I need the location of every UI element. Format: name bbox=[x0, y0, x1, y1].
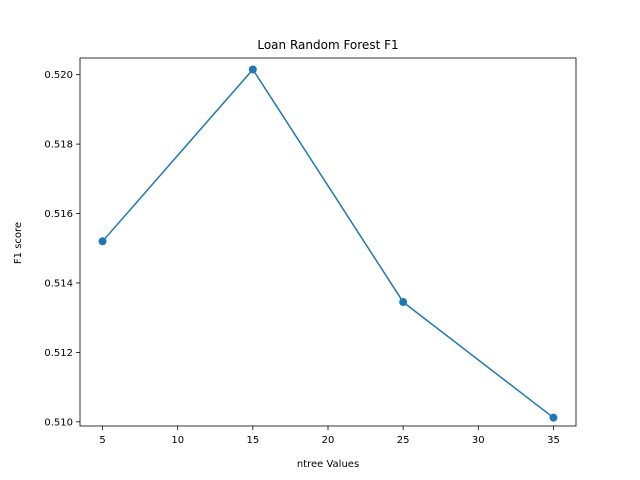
x-tick-label: 20 bbox=[322, 435, 335, 446]
axes-frame bbox=[79, 57, 577, 427]
x-tick-label: 25 bbox=[397, 435, 410, 446]
x-tick-label: 35 bbox=[547, 435, 560, 446]
x-tick-label: 10 bbox=[171, 435, 184, 446]
chart-title: Loan Random Forest F1 bbox=[257, 38, 398, 52]
data-point bbox=[98, 237, 107, 246]
y-tick-label: 0.512 bbox=[44, 348, 73, 359]
x-tick-label: 30 bbox=[472, 435, 485, 446]
data-point bbox=[248, 65, 257, 74]
y-tick-label: 0.516 bbox=[44, 209, 73, 220]
data-point bbox=[549, 413, 558, 422]
y-tick-label: 0.520 bbox=[44, 70, 73, 81]
y-tick-label: 0.510 bbox=[44, 417, 73, 428]
y-tick-label: 0.514 bbox=[44, 278, 73, 289]
x-axis-label: ntree Values bbox=[297, 459, 359, 470]
data-point bbox=[399, 298, 408, 307]
y-axis-label: F1 score bbox=[13, 222, 24, 264]
x-tick-label: 15 bbox=[246, 435, 259, 446]
series-line bbox=[101, 68, 554, 419]
plot-area: 5 10 15 20 25 30 35 0.510 0.512 0.514 0.516 0.518 0.… bbox=[44, 57, 577, 446]
x-tick-label: 5 bbox=[99, 435, 105, 446]
y-tick-label: 0.518 bbox=[44, 140, 73, 151]
